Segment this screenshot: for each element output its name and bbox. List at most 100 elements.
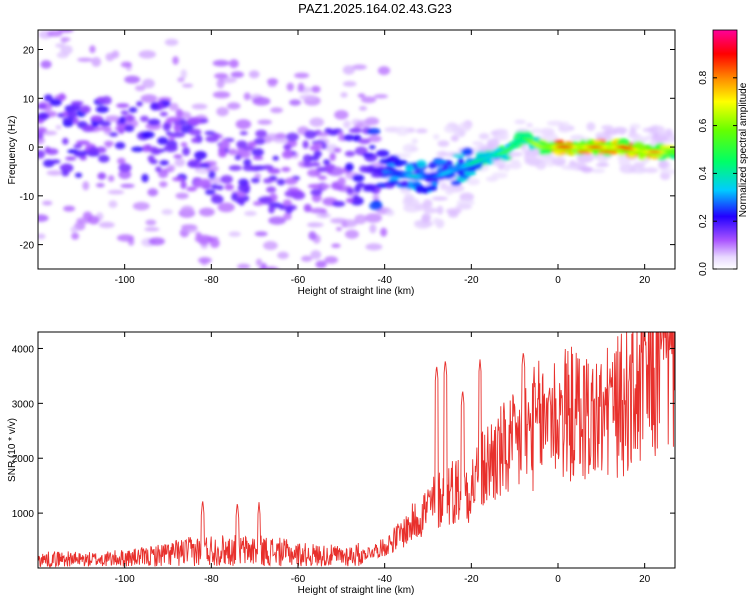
- spectrogram-cell: [118, 163, 132, 173]
- spectrogram-cell: [49, 98, 62, 107]
- spectrogram-cell: [147, 155, 155, 163]
- spectrogram-cell: [448, 211, 459, 218]
- spectrogram-cell: [87, 146, 99, 156]
- y-tick-label: 3000: [12, 399, 35, 410]
- spectrogram-cell: [333, 147, 342, 153]
- spectrogram-cell: [81, 125, 95, 133]
- spectrogram-cell: [363, 184, 378, 189]
- y-tick-label: 1000: [12, 509, 35, 520]
- spectrogram-cell: [255, 129, 268, 138]
- spectrogram-cell: [317, 132, 330, 137]
- spectrogram-cell: [107, 175, 115, 182]
- spectrogram-cell: [198, 237, 210, 246]
- spectrogram-cell: [411, 138, 418, 144]
- snr-panel: -100 -80 -60 -40 -20 0 20 1000 2000 3000 4000 Hei…: [7, 331, 676, 596]
- spectrogram-cell: [162, 122, 171, 132]
- spectrogram-cell: [237, 183, 251, 193]
- spectrogram-cell: [229, 59, 239, 69]
- spectrogram-cell: [399, 180, 409, 187]
- spectrogram-cell: [367, 135, 382, 143]
- spectrogram-cell: [91, 57, 102, 67]
- spectrogram-cell: [578, 166, 594, 172]
- spectrogram-cell: [356, 119, 372, 128]
- spectrogram-cell: [147, 118, 161, 126]
- spectrogram-cell: [46, 170, 63, 176]
- spectrogram-cell: [354, 184, 362, 193]
- spectrogram-cell: [387, 180, 401, 186]
- spectrogram-cell: [116, 234, 135, 242]
- y-tick-label: 20: [23, 46, 35, 57]
- spectrogram-cell: [268, 205, 275, 214]
- spectrogram-cell: [237, 263, 251, 269]
- spectrogram-cell: [376, 150, 387, 157]
- spectrogram-cell: [138, 50, 156, 59]
- spectrogram-cell: [526, 123, 533, 128]
- spectrogram-cell: [117, 157, 126, 165]
- spectrogram-cell: [294, 72, 310, 79]
- spectrogram-cell: [161, 209, 173, 215]
- spectrogram-cell: [144, 227, 160, 232]
- spectrogram-cell: [617, 155, 624, 162]
- spectrogram-cell: [40, 60, 52, 69]
- snr-x-label: Height of straight line (km): [298, 585, 415, 596]
- spectrogram-cell: [439, 182, 448, 191]
- spectrogram-cell: [345, 198, 354, 203]
- spectrogram-cell: [67, 110, 77, 119]
- spectrogram-cell: [228, 231, 241, 237]
- spectrogram-cell: [224, 184, 234, 191]
- spectrogram-cell: [236, 140, 248, 149]
- spectrogram-cell: [182, 146, 191, 156]
- spectrogram-cell: [332, 200, 346, 207]
- spectrogram-cell: [325, 167, 334, 174]
- spectrogram-cell: [174, 158, 186, 167]
- spectrogram-cell: [342, 65, 355, 75]
- spectrogram-cell: [342, 81, 357, 87]
- spectrogram-cell: [264, 266, 279, 269]
- spectrogram-cell: [98, 221, 115, 229]
- spectrogram-cell: [108, 200, 118, 208]
- spectrogram-cell: [501, 155, 509, 161]
- spectrogram-cell: [242, 164, 255, 172]
- spectrogram-cell: [272, 155, 280, 161]
- spectrogram-cell: [358, 138, 371, 145]
- spectrogram-cell: [276, 178, 286, 186]
- spectrogram-cell: [471, 141, 484, 146]
- x-tick-label: -80: [204, 275, 219, 286]
- spectrogram-cell: [524, 158, 542, 165]
- spectrogram-cell: [366, 127, 381, 135]
- spectrogram-cell: [172, 56, 179, 65]
- spectrogram-cell: [38, 118, 44, 124]
- spectrogram-cell: [308, 231, 317, 240]
- spectrogram-cell: [180, 69, 188, 79]
- spectrogram-cell: [134, 85, 146, 92]
- spectrogram-cell: [508, 161, 522, 170]
- spectrogram-cell: [344, 150, 356, 157]
- spectrogram-cell: [511, 159, 521, 164]
- spectrogram-cell: [116, 103, 130, 109]
- spectrogram-cell: [362, 187, 377, 192]
- spectrogram-cell: [343, 134, 356, 141]
- spectrogram-cell: [467, 178, 480, 186]
- x-tick-label: 0: [555, 275, 561, 286]
- spectrogram-cell: [216, 106, 229, 117]
- snr-frame: [37, 331, 676, 569]
- spectrogram-cell: [157, 136, 169, 145]
- spectrogram-cell: [450, 135, 459, 142]
- spectrogram-cell: [210, 194, 224, 204]
- spectrogram-cell: [147, 188, 159, 197]
- spectrogram-cell: [180, 142, 188, 147]
- y-tick-label: 4000: [12, 344, 35, 355]
- spectrogram-cell: [316, 212, 332, 219]
- spectrogram-cell: [263, 241, 278, 251]
- spectrogram-cell: [56, 51, 69, 59]
- spectrogram-cell: [173, 154, 183, 159]
- spectrogram-cell: [248, 70, 260, 79]
- spectrogram-cell: [151, 148, 161, 155]
- spectrogram-cell: [403, 203, 422, 213]
- spectrogram-cell: [60, 37, 71, 42]
- spectrogram-cell: [254, 173, 262, 180]
- spectrogram-cell: [372, 194, 380, 200]
- spectrogram-cell: [318, 175, 327, 181]
- x-tick-label: -100: [115, 275, 135, 286]
